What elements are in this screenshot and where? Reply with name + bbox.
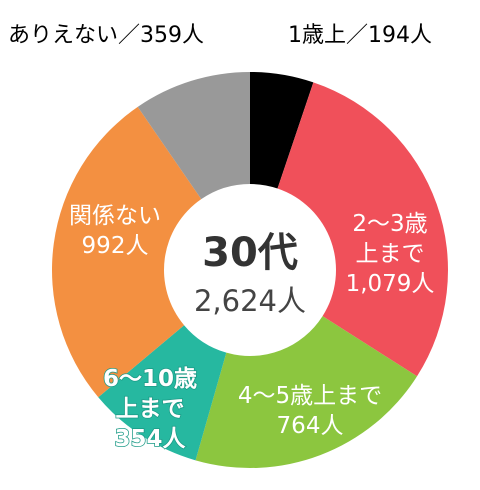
value-label: 1,079人 <box>345 270 435 297</box>
value-label: 992人 <box>81 233 149 259</box>
value-label: 359人 <box>140 23 205 48</box>
category-label: 4〜5歳上まで <box>237 383 383 410</box>
donut-segment <box>98 325 227 461</box>
segment-label: 4〜5歳上まで 764人 <box>238 382 382 442</box>
center-label: 30代 2,624人 <box>194 220 306 320</box>
center-subtitle: 2,624人 <box>193 284 307 318</box>
category-label: ありえない <box>8 23 119 48</box>
value-label: 764人 <box>276 413 344 439</box>
segment-label: ありえない／359人 <box>8 22 204 51</box>
center-title: 30代 <box>202 230 298 276</box>
segment-label: 関係ない 992人 <box>69 202 161 262</box>
donut-segment <box>277 82 448 377</box>
donut-segment <box>52 106 202 398</box>
segment-label: 6〜10歳 上まで 354人 <box>102 365 198 455</box>
value-label: 194人 <box>368 23 433 48</box>
donut-segment <box>250 72 314 189</box>
category-label: 6〜10歳 上まで <box>102 365 198 423</box>
separator: ／ <box>346 23 369 48</box>
category-label: 関係ない <box>69 203 161 230</box>
donut-segment <box>137 72 250 200</box>
category-label: 2〜3歳 上まで <box>352 211 428 268</box>
donut-segment <box>195 316 418 468</box>
segment-label: 2〜3歳 上まで 1,079人 <box>346 210 435 300</box>
segment-label: 1歳上／194人 <box>288 22 432 51</box>
category-label: 1歳上 <box>288 23 346 48</box>
value-label: 354人 <box>114 425 187 452</box>
separator: ／ <box>118 23 141 48</box>
